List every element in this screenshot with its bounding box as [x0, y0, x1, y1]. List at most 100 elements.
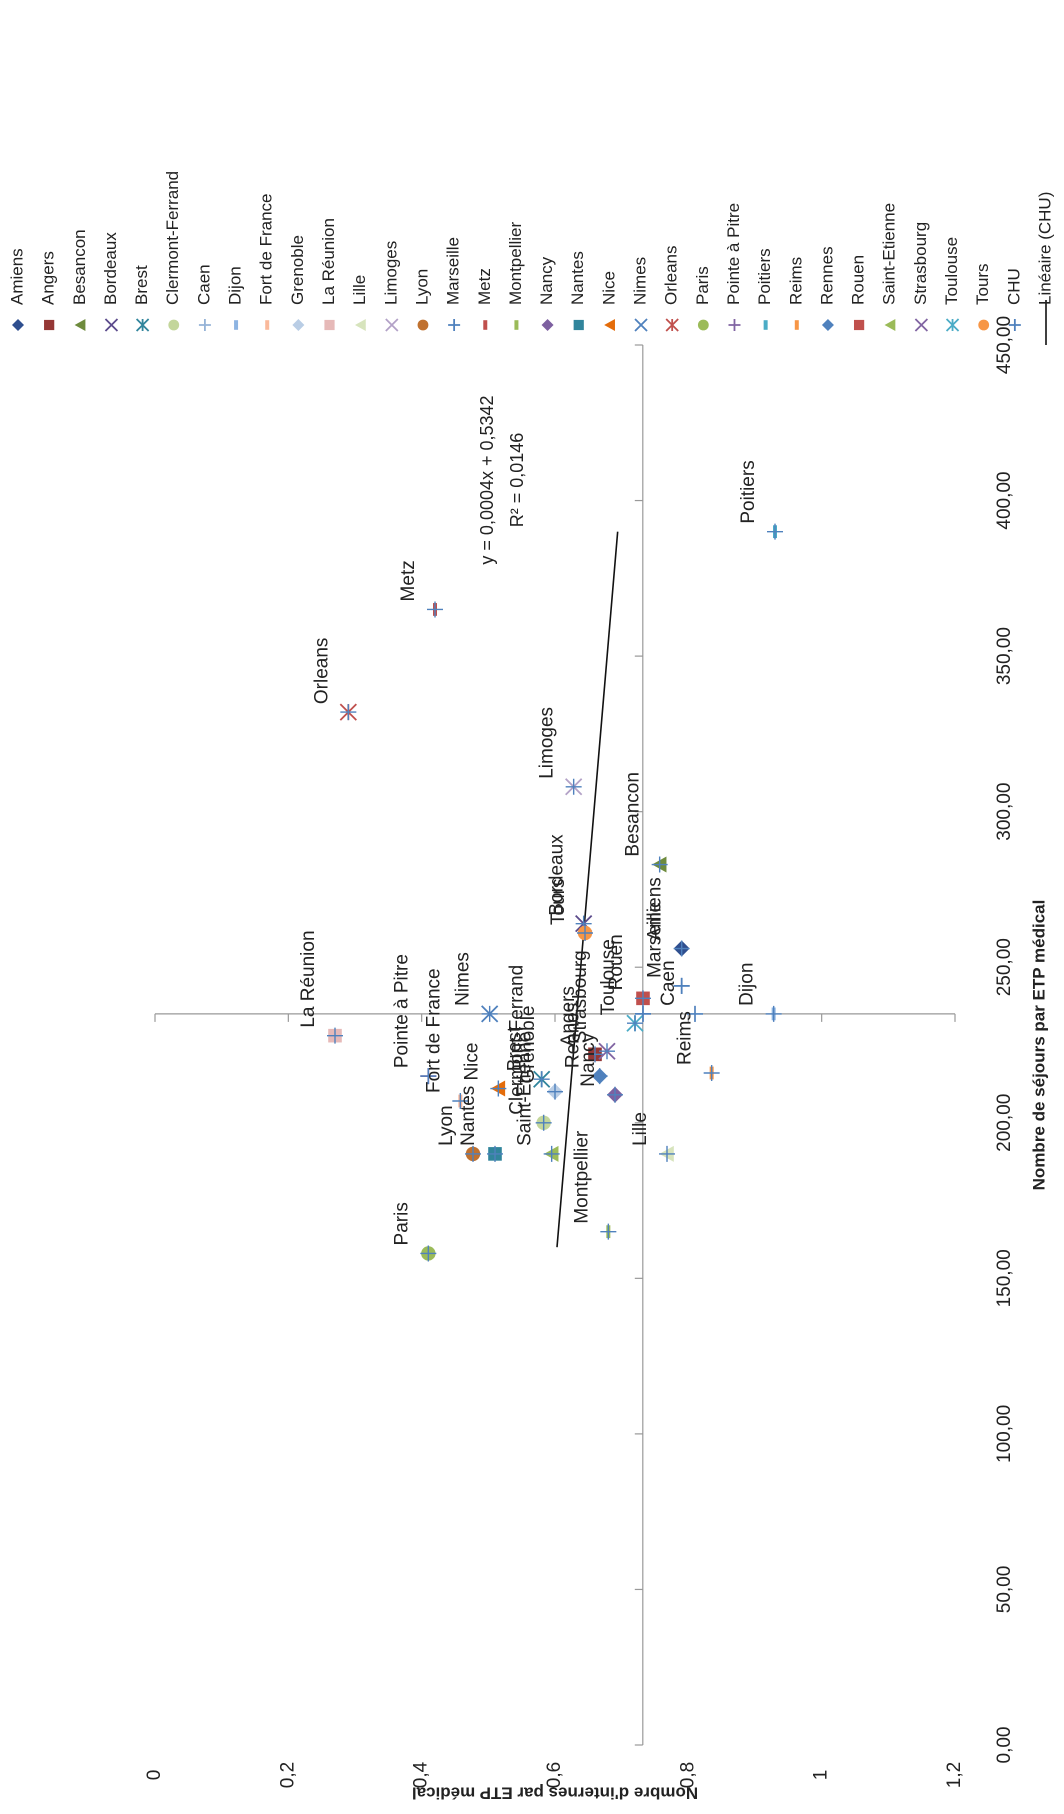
- point-label-nice: Nice: [461, 1043, 482, 1081]
- point-dijon: [765, 1005, 782, 1022]
- legend-item-brest: Brest: [132, 265, 151, 332]
- x-tick-label: 100,00: [994, 1405, 1015, 1463]
- legend-item-fort-de-france: Fort de France: [257, 194, 276, 330]
- trendline-group: y = 0,0004x + 0,5342 R² = 0,0146: [477, 395, 619, 1248]
- point-poitiers: [767, 523, 783, 540]
- legend-label: Linéaire (CHU): [1035, 192, 1054, 305]
- x-tick-label: 350,00: [994, 627, 1015, 685]
- point-nantes: [487, 1145, 503, 1162]
- legend-symbol: [728, 319, 741, 331]
- legend-symbol: [914, 318, 929, 332]
- point-fort-de-france: [452, 1093, 469, 1109]
- legend-marker: [448, 319, 461, 331]
- legend-item-paris: Paris: [693, 266, 712, 331]
- legend-item-reims: Reims: [786, 257, 805, 330]
- trendline-equation: y = 0,0004x + 0,5342: [477, 395, 497, 564]
- chu-overlay-marker: [577, 925, 593, 941]
- legend-label: Grenoble: [288, 235, 307, 305]
- chu-overlay-marker: [591, 1068, 608, 1085]
- legend-item-limoges: Limoges: [381, 241, 400, 332]
- point-label-dijon: Dijon: [737, 963, 758, 1006]
- legend-item-besancon: Besancon: [70, 229, 89, 331]
- legend-symbol: [945, 318, 960, 332]
- chu-overlay-marker: [533, 1071, 550, 1088]
- chu-overlay-marker: [673, 977, 690, 994]
- legend-symbol: [541, 319, 554, 331]
- legend-item-nimes: Nimes: [631, 257, 650, 332]
- legend-symbol: [198, 319, 211, 331]
- legend-label: Orleans: [662, 245, 681, 305]
- legend-marker: [945, 318, 960, 332]
- point-lyon: [465, 1145, 481, 1162]
- y-tick-label: 0,6: [544, 1762, 565, 1788]
- point-label-metz: Metz: [398, 560, 419, 601]
- point-nimes: [481, 1005, 499, 1023]
- legend-label: Pointe à Pitre: [724, 203, 743, 305]
- legend-label: Marseille: [444, 237, 463, 305]
- legend-marker: [763, 320, 768, 330]
- legend-symbol: [448, 319, 461, 331]
- point-caen: [687, 1005, 703, 1022]
- legend-symbol: [853, 319, 865, 331]
- y-tick-label: 0,8: [677, 1762, 698, 1788]
- legend-symbol: [1008, 319, 1021, 331]
- legend-label: Rennes: [817, 246, 836, 305]
- legend-item-dijon: Dijon: [226, 266, 245, 330]
- point-label-angers: Angers: [558, 986, 579, 1046]
- chu-overlay-marker: [687, 1005, 703, 1022]
- point-nice: [490, 1080, 507, 1097]
- point-label-tours: Tours: [548, 879, 569, 925]
- y-axis-title: Nombre d'internes par ETP médical: [412, 1784, 698, 1803]
- legend-symbol: [794, 320, 799, 330]
- x-tick-label: 200,00: [994, 1094, 1015, 1152]
- legend-label: Nantes: [568, 251, 587, 305]
- chu-overlay-marker: [465, 1145, 481, 1162]
- point-nancy: [607, 1086, 623, 1103]
- legend-symbol: [978, 319, 990, 331]
- y-tick-label: 0,4: [411, 1761, 432, 1788]
- axis-titles-group: Nombre de séjours par ETP médical Nombre …: [412, 900, 1049, 1803]
- point-label-fort-de-france: Fort de France: [423, 968, 444, 1093]
- x-axis-title: Nombre de séjours par ETP médical: [1029, 900, 1048, 1191]
- legend-item-rouen: Rouen: [849, 255, 868, 331]
- legend-item-caen: Caen: [194, 264, 213, 331]
- point-label-nimes: Nimes: [453, 952, 474, 1006]
- point-label-poitiers: Poitiers: [738, 460, 759, 523]
- point-label-nancy: Nancy: [578, 1032, 599, 1086]
- legend-item-angers: Angers: [39, 251, 58, 331]
- point-lille: [659, 1145, 675, 1162]
- legend-marker: [697, 319, 709, 331]
- legend-item-marseille: Marseille: [444, 237, 463, 331]
- legend-marker: [483, 320, 488, 330]
- legend-label: Paris: [693, 266, 712, 305]
- chu-overlay-marker: [420, 1068, 437, 1085]
- legend-label: Amiens: [7, 248, 26, 305]
- legend-label: Rouen: [849, 255, 868, 305]
- legend-label: Poitiers: [755, 248, 774, 305]
- chu-overlay-marker: [673, 940, 690, 957]
- point-saint-etienne: [543, 1145, 560, 1162]
- point-label-clermont-ferrand: Clermont-Ferrand: [507, 965, 528, 1115]
- chu-overlay-marker: [651, 856, 668, 873]
- legend-item-montpellier: Montpellier: [506, 222, 525, 330]
- legend: Amiens Angers Besancon Bordeaux Brest Clermon…: [7, 171, 1054, 345]
- x-tick-label: 150,00: [994, 1249, 1015, 1307]
- legend-item-orleans: Orleans: [662, 245, 681, 332]
- x-tick-label: 250,00: [994, 938, 1015, 996]
- legend-item-metz: Metz: [475, 268, 494, 330]
- trendline-r2: R² = 0,0146: [507, 433, 527, 528]
- y-tick-label: 1,2: [944, 1762, 965, 1788]
- legend-marker: [1008, 319, 1021, 331]
- axes: 0,00 50,00 100,00 150,00 200,00 250,00 300,00 3…: [144, 316, 1015, 1788]
- legend-marker: [728, 319, 741, 331]
- legend-symbol: [417, 319, 429, 331]
- legend-marker: [74, 319, 86, 331]
- point-amiens: [673, 940, 690, 957]
- point-besancon: [651, 856, 668, 873]
- legend-item-rennes: Rennes: [817, 246, 836, 331]
- legend-symbol: [697, 319, 709, 331]
- legend-marker: [324, 319, 335, 331]
- chu-overlay-marker: [659, 1145, 675, 1162]
- legend-marker: [198, 319, 211, 331]
